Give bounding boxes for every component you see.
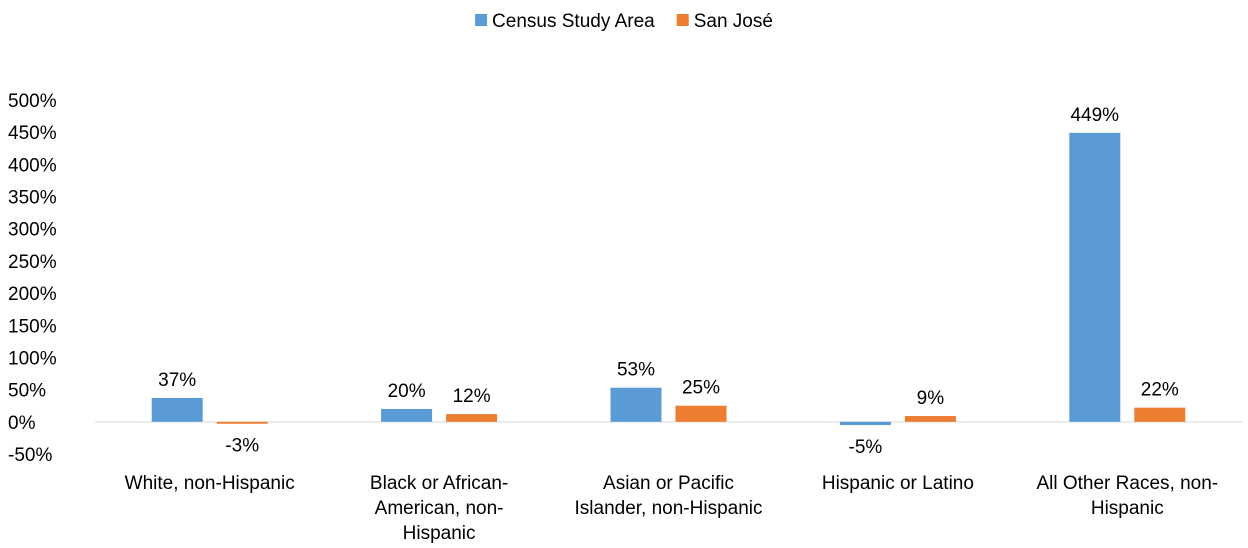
bar xyxy=(1069,132,1121,422)
bar xyxy=(675,405,727,422)
data-label: 25% xyxy=(682,378,720,399)
data-label: 53% xyxy=(617,360,655,381)
category-label: Hispanic or Latino xyxy=(822,473,974,494)
bars xyxy=(151,132,1186,426)
data-label: -5% xyxy=(849,437,883,458)
category-label: Asian or Pacific xyxy=(603,473,734,494)
legend: Census Study Area San José xyxy=(475,11,773,32)
y-tick-label: 450% xyxy=(8,123,57,144)
y-tick-label: 400% xyxy=(8,155,57,176)
legend-label: Census Study Area xyxy=(492,11,655,32)
legend-item: San José xyxy=(676,11,773,32)
data-label: 9% xyxy=(917,388,945,409)
category-label: Islander, non-Hispanic xyxy=(575,498,763,519)
legend-item: Census Study Area xyxy=(475,11,655,32)
bar xyxy=(610,387,662,422)
category-label: Hispanic xyxy=(1091,498,1164,519)
category-label: All Other Races, non- xyxy=(1036,473,1218,494)
y-tick-label: 300% xyxy=(8,220,57,241)
data-label: 37% xyxy=(158,370,196,391)
y-tick-label: 350% xyxy=(8,188,57,209)
data-label: 12% xyxy=(453,386,491,407)
data-label: 20% xyxy=(388,381,426,402)
bar xyxy=(446,414,498,422)
bar xyxy=(381,408,433,422)
bar xyxy=(216,421,268,424)
category-label: American, non- xyxy=(375,498,504,519)
y-tick-label: 250% xyxy=(8,252,57,273)
category-label: Hispanic xyxy=(403,523,476,544)
bar xyxy=(904,416,956,422)
x-axis: White, non-Hispanic Black or African- Amer… xyxy=(125,473,1218,544)
category-label: White, non-Hispanic xyxy=(125,473,295,494)
legend-swatch xyxy=(676,14,689,26)
bar xyxy=(151,398,203,422)
y-tick-label: 200% xyxy=(8,284,57,305)
y-tick-label: 100% xyxy=(8,348,57,369)
legend-swatch xyxy=(475,14,488,26)
y-tick-label: 150% xyxy=(8,316,57,337)
y-tick-label: 500% xyxy=(8,91,57,112)
y-tick-label: -50% xyxy=(8,445,52,466)
y-tick-label: 0% xyxy=(8,413,36,434)
data-label: 449% xyxy=(1070,105,1119,126)
bar xyxy=(1134,407,1186,422)
y-axis: -50% 0% 50% 100% 150% 200% 250% 300% 350% 400% 450… xyxy=(8,91,57,466)
data-label: -3% xyxy=(225,436,259,457)
y-tick-label: 50% xyxy=(8,381,46,402)
legend-label: San José xyxy=(694,11,773,32)
category-label: Black or African- xyxy=(370,473,508,494)
data-label: 22% xyxy=(1141,380,1179,401)
bar xyxy=(839,421,891,426)
data-labels: 37% -3% 20% 12% 53% 25% -5% 9% 449% 22% xyxy=(158,105,1179,458)
